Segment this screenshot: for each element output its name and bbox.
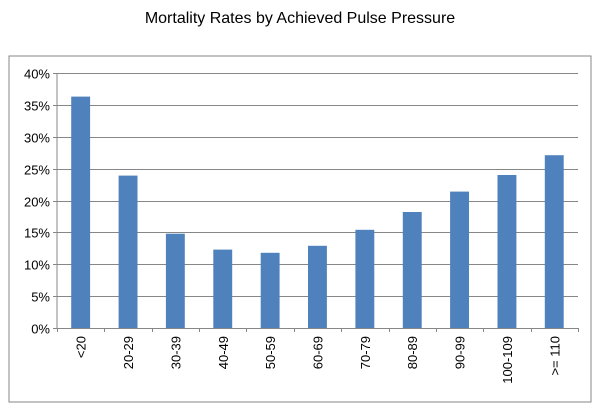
x-tick-label: 40-49 bbox=[216, 336, 231, 369]
y-tick-label: 30% bbox=[24, 131, 50, 146]
x-tick-label: 70-79 bbox=[358, 336, 373, 369]
y-tick-label: 20% bbox=[24, 195, 50, 210]
x-tick-label: 20-29 bbox=[121, 336, 136, 369]
bar bbox=[260, 252, 280, 328]
bars bbox=[71, 96, 564, 328]
bar bbox=[402, 212, 422, 328]
x-tick-label: 100-109 bbox=[500, 336, 515, 384]
y-axis-labels: 0% 5% 10% 15% 20% 25% 30% 35% 40% bbox=[24, 67, 50, 337]
bar bbox=[450, 191, 469, 328]
x-tick-label: 90-99 bbox=[453, 336, 468, 369]
bar bbox=[118, 175, 138, 328]
y-tick-label: 5% bbox=[31, 290, 50, 305]
y-tick-label: 0% bbox=[31, 322, 50, 337]
bar bbox=[355, 229, 375, 328]
x-tick-label: 60-69 bbox=[311, 336, 326, 369]
bar bbox=[165, 233, 185, 328]
y-tick-label: 40% bbox=[24, 67, 50, 82]
x-axis bbox=[53, 73, 579, 332]
x-tick-label: >= 110 bbox=[547, 336, 562, 376]
x-tick-label: 80-89 bbox=[405, 336, 420, 369]
y-tick-label: 25% bbox=[24, 163, 50, 178]
bar bbox=[71, 96, 91, 328]
x-axis-labels: <20 20-29 30-39 40-49 50-59 60-69 70-79 80-89 90… bbox=[74, 336, 563, 384]
y-tick-label: 10% bbox=[24, 258, 50, 273]
x-tick-label: 50-59 bbox=[263, 336, 278, 369]
bar bbox=[213, 249, 233, 328]
bar bbox=[497, 175, 517, 328]
bar bbox=[308, 245, 327, 328]
x-tick-label: <20 bbox=[74, 336, 89, 358]
chart-frame bbox=[8, 55, 592, 403]
chart-title: Mortality Rates by Achieved Pulse Pressu… bbox=[144, 10, 456, 27]
bar bbox=[544, 155, 564, 328]
y-tick-label: 35% bbox=[24, 99, 50, 114]
y-tick-label: 15% bbox=[24, 226, 50, 241]
x-tick-label: 30-39 bbox=[168, 336, 183, 369]
